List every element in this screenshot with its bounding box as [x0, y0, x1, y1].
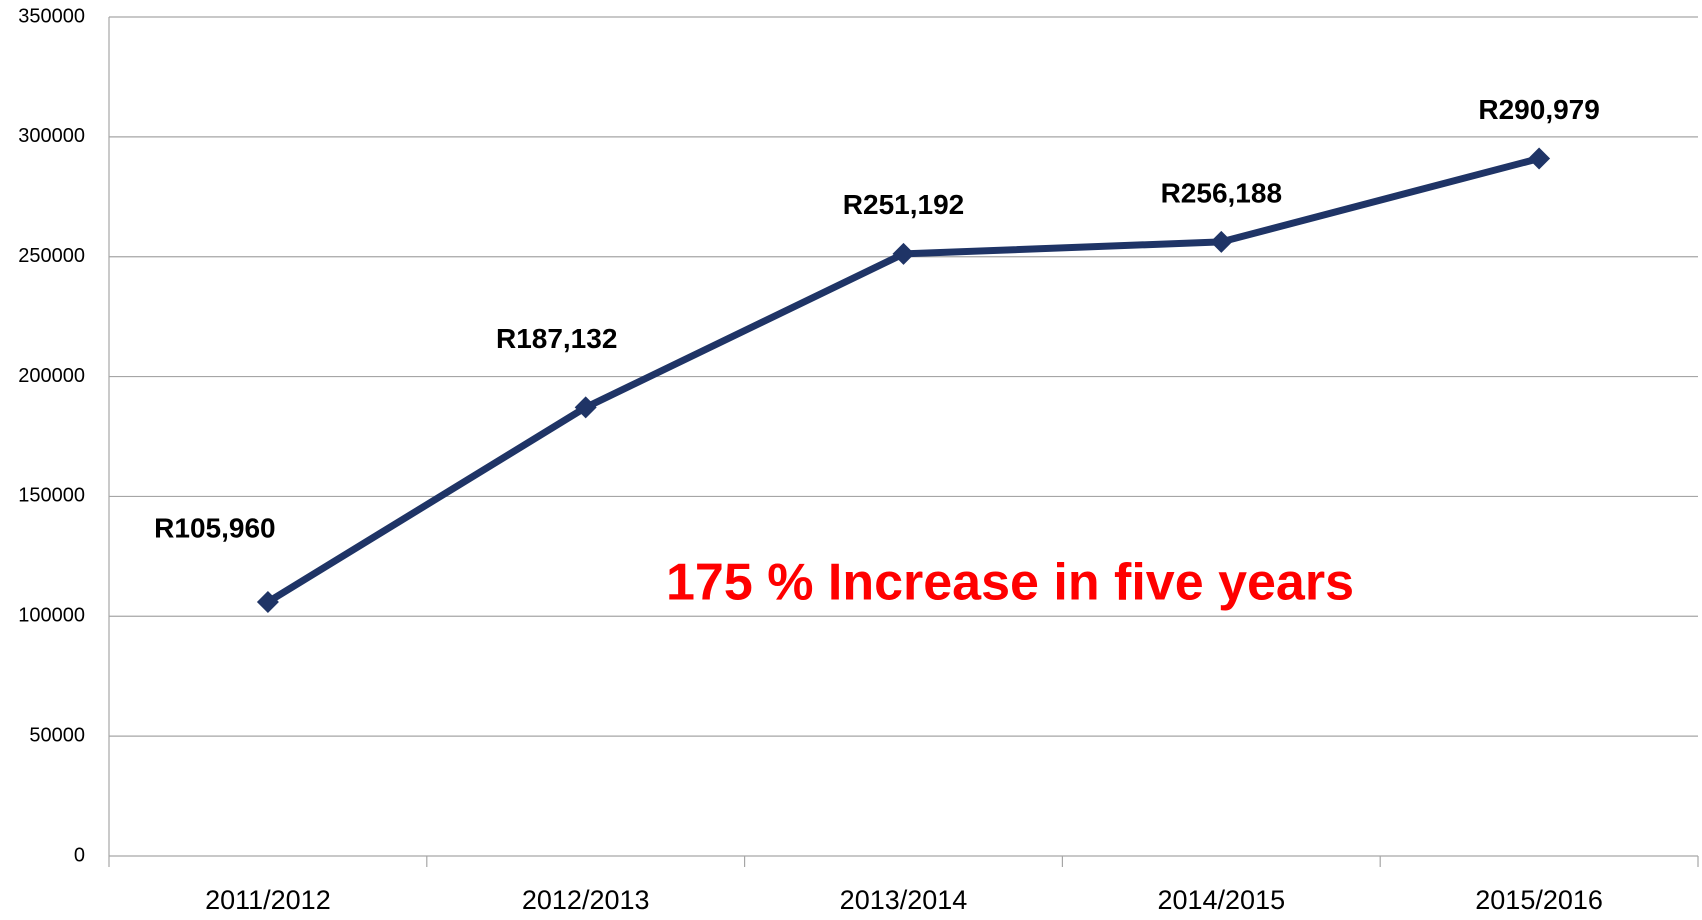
marker: [1528, 147, 1551, 170]
annotation: 175 % Increase in five years: [666, 554, 1354, 612]
line: [266, 155, 1540, 605]
x-tick-label: 2011/2012: [205, 885, 331, 915]
y-tick-label: 50000: [29, 724, 85, 746]
y-tick-label: 350000: [18, 5, 85, 27]
y-tick-label: 100000: [18, 605, 85, 627]
y-tick-label: 150000: [18, 485, 85, 507]
marker: [892, 242, 915, 265]
x-tick-label: 2012/2013: [522, 885, 650, 915]
data-label: R290,979: [1478, 94, 1599, 125]
x-tick-label: 2014/2015: [1157, 885, 1285, 915]
data-label: R251,192: [843, 189, 964, 220]
y-tick-label: 200000: [18, 365, 85, 387]
y-tick-label: 0: [74, 844, 85, 866]
data-label: R256,188: [1161, 177, 1282, 208]
marker: [1210, 230, 1233, 253]
data-label: R187,132: [496, 323, 617, 354]
marker: [574, 396, 597, 419]
x-tick-label: 2013/2014: [840, 885, 968, 915]
y-tick-label: 250000: [18, 245, 85, 267]
y-tick-label: 300000: [18, 125, 85, 147]
marker: [256, 590, 279, 613]
data-label: R105,960: [154, 512, 275, 543]
x-tick-label: 2015/2016: [1475, 885, 1603, 915]
